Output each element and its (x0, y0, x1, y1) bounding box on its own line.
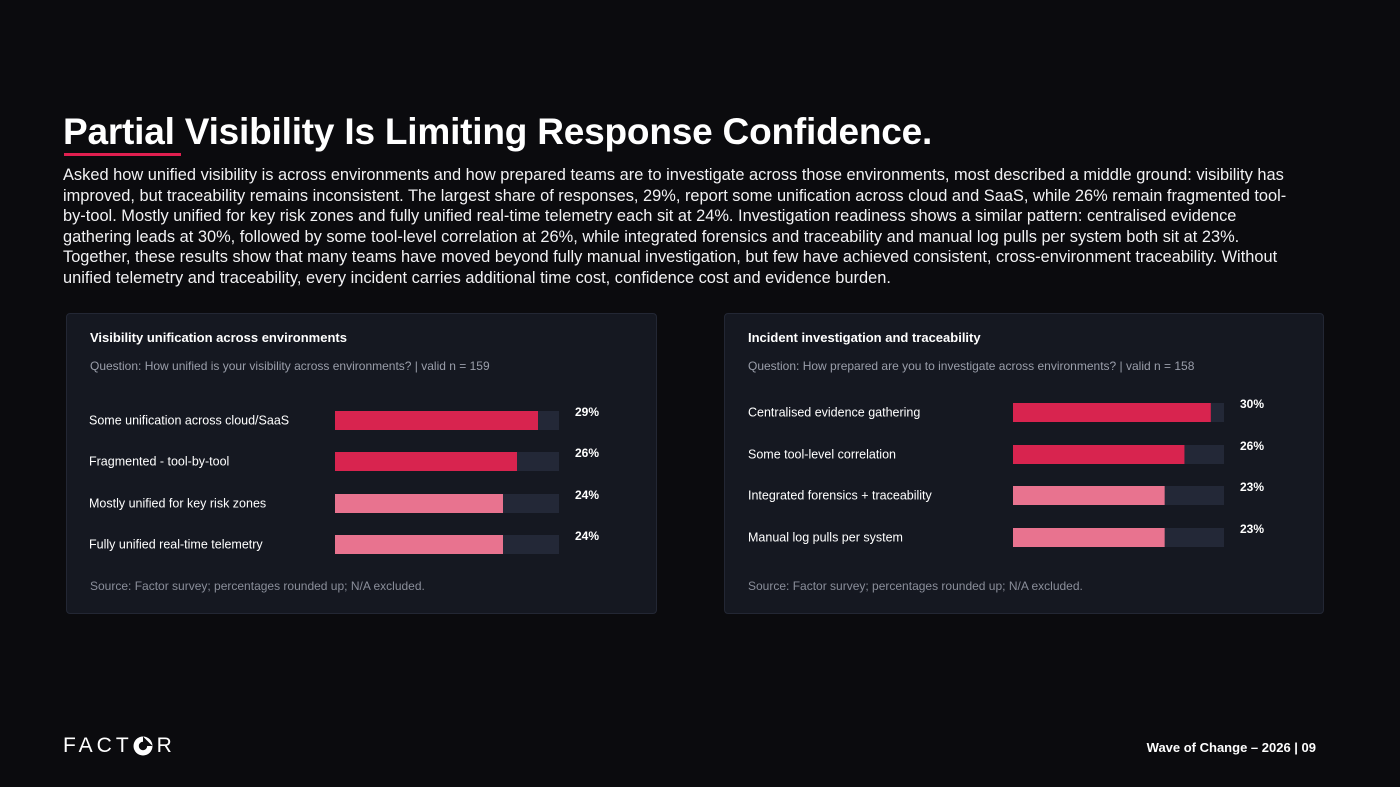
data-label: 23% (1240, 480, 1264, 494)
chart-title: Visibility unification across environmen… (90, 330, 347, 345)
page-title: Partial Visibility Is Limiting Response … (63, 111, 933, 152)
chart-source: Source: Factor survey; percentages round… (748, 579, 1083, 593)
data-label: 24% (575, 488, 599, 502)
category-label: Fully unified real-time telemetry (89, 538, 263, 552)
chart-title: Incident investigation and traceability (748, 330, 981, 345)
logo-text-left: FACT (63, 734, 133, 757)
chart-question: Question: How unified is your visibility… (90, 359, 490, 373)
title-underline (64, 153, 181, 156)
chart-source: Source: Factor survey; percentages round… (90, 579, 425, 593)
bar (1013, 403, 1211, 422)
factor-logo: FACT R (63, 734, 176, 758)
logo-o-icon (133, 736, 153, 756)
bar (1013, 486, 1165, 505)
chart-card-investigation: Incident investigation and traceability … (724, 313, 1324, 614)
data-label: 29% (575, 405, 599, 419)
data-label: 26% (1240, 439, 1264, 453)
bar (1013, 445, 1185, 464)
category-label: Centralised evidence gathering (748, 406, 920, 420)
category-label: Manual log pulls per system (748, 531, 903, 545)
category-label: Integrated forensics + traceability (748, 489, 933, 503)
footer-page-info: Wave of Change – 2026 | 09 (1146, 740, 1316, 755)
category-label: Some unification across cloud/SaaS (89, 414, 289, 428)
category-label: Fragmented - tool-by-tool (89, 455, 229, 469)
logo-text-right: R (156, 734, 176, 757)
bar (335, 535, 503, 554)
bar (335, 494, 503, 513)
bar (1013, 528, 1165, 547)
data-label: 30% (1240, 397, 1264, 411)
chart-card-visibility: Visibility unification across environmen… (66, 313, 657, 614)
intro-paragraph: Asked how unified visibility is across e… (63, 166, 1287, 287)
bar-chart-visibility: Some unification across cloud/SaaS 29% Fra… (89, 405, 599, 554)
bar (335, 452, 517, 471)
data-label: 24% (575, 529, 599, 543)
data-label: 23% (1240, 522, 1264, 536)
bar (335, 411, 538, 430)
category-label: Mostly unified for key risk zones (89, 497, 266, 511)
data-label: 26% (575, 446, 599, 460)
category-label: Some tool-level correlation (748, 448, 896, 462)
chart-question: Question: How prepared are you to invest… (748, 359, 1195, 373)
bar-chart-investigation: Centralised evidence gathering 30% Some to… (748, 397, 1264, 547)
